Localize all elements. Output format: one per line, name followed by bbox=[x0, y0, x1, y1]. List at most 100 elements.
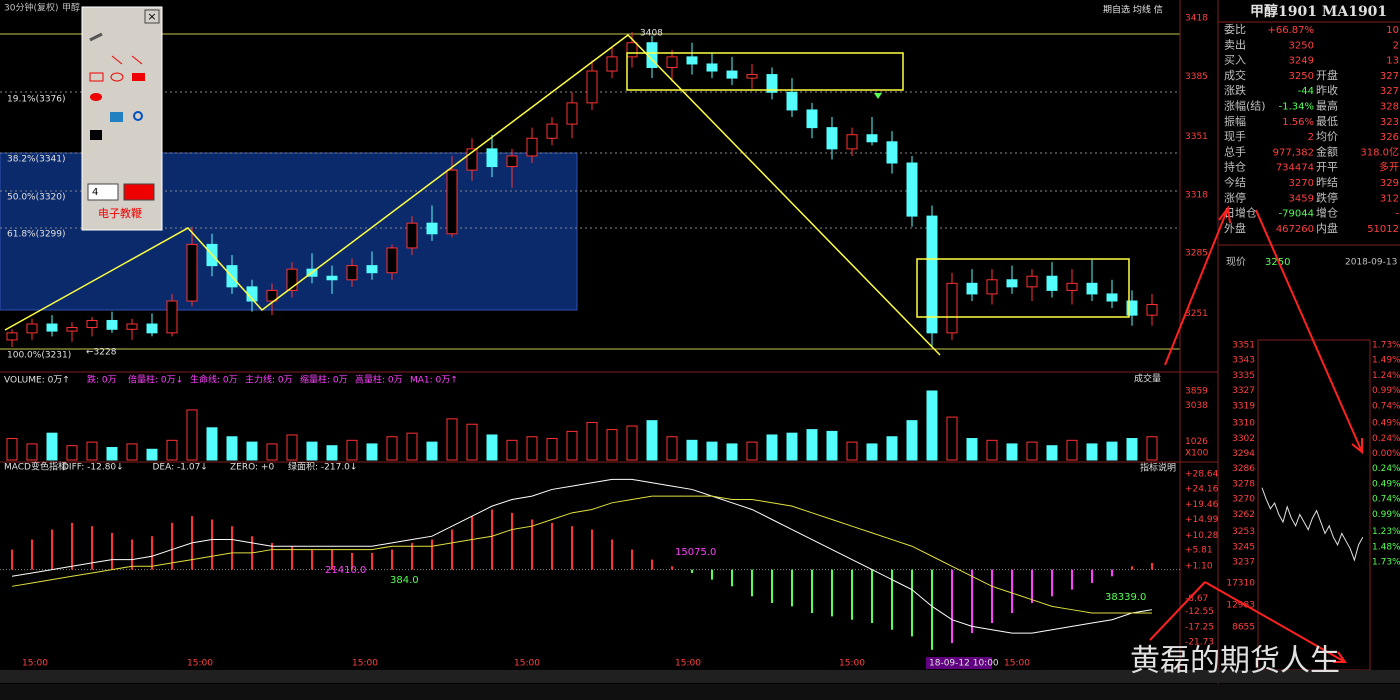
candle-body bbox=[346, 265, 358, 281]
quote-value: 13 bbox=[1386, 56, 1399, 67]
quote-label: 成交 bbox=[1224, 68, 1246, 82]
y2-tick-label: 0.24% bbox=[1372, 464, 1400, 474]
price-value: 3250 bbox=[1265, 257, 1290, 268]
candle-body bbox=[946, 282, 958, 334]
volume-bar bbox=[166, 439, 178, 461]
volume-bar bbox=[746, 441, 758, 461]
candle-body bbox=[466, 148, 478, 171]
volume-bar bbox=[1006, 443, 1018, 461]
quote-label: 开平 bbox=[1316, 161, 1338, 174]
candle-body bbox=[166, 300, 178, 334]
toolbar-label[interactable]: 电子教鞭 bbox=[98, 206, 142, 220]
volume-bar bbox=[886, 436, 898, 461]
width-select[interactable] bbox=[87, 183, 119, 201]
candle-body bbox=[446, 169, 458, 235]
quote-label: 涨停 bbox=[1224, 190, 1246, 204]
top-buttons[interactable]: 期自选 均线 信 bbox=[1103, 4, 1163, 16]
quote-value: 10 bbox=[1386, 25, 1399, 36]
candle-body bbox=[746, 74, 758, 79]
y-tick-label: 3418 bbox=[1185, 13, 1208, 23]
candle-body bbox=[786, 91, 798, 111]
candle-body bbox=[926, 215, 938, 334]
y-tick-label: +14.99 bbox=[1185, 515, 1219, 525]
volume-bar bbox=[626, 425, 638, 461]
volume-bar bbox=[246, 441, 258, 461]
fib-label: 19.1%(3376) bbox=[7, 95, 66, 105]
macd-note: 384.0 bbox=[390, 575, 419, 586]
volume-bar bbox=[1026, 441, 1038, 461]
y2-tick-label: 1.24% bbox=[1372, 371, 1400, 381]
quote-value: 327 bbox=[1380, 86, 1399, 97]
volume-bar bbox=[1086, 443, 1098, 461]
quote-label: 涨跌 bbox=[1224, 83, 1246, 97]
candle-body bbox=[986, 279, 998, 295]
fib-label: 61.8%(3299) bbox=[7, 230, 66, 240]
candle-body bbox=[406, 222, 418, 249]
y-tick-label: 3343 bbox=[1232, 356, 1255, 366]
quote-label: 均价 bbox=[1316, 130, 1338, 143]
quote-label: 买入 bbox=[1224, 54, 1246, 67]
volume-bar bbox=[686, 439, 698, 461]
panel-button[interactable]: 指标说明 bbox=[1140, 462, 1176, 474]
volume-bar bbox=[326, 445, 338, 461]
candle-body bbox=[1106, 293, 1118, 302]
tool-icons[interactable] bbox=[89, 32, 145, 140]
volume-bar bbox=[706, 441, 718, 461]
volume-bar bbox=[666, 436, 678, 461]
color-select[interactable] bbox=[123, 183, 155, 201]
quote-value: 734474 bbox=[1276, 163, 1314, 174]
macd-line bbox=[11, 478, 1153, 634]
candle-body bbox=[706, 63, 718, 72]
y-tick-label: 3310 bbox=[1232, 419, 1255, 429]
quote-label: 卖出 bbox=[1224, 37, 1246, 51]
close-button[interactable] bbox=[144, 9, 160, 24]
panel-button[interactable]: 成交量 bbox=[1134, 373, 1161, 385]
volume-bar bbox=[146, 448, 158, 461]
fib-label: 50.0%(3320) bbox=[7, 193, 66, 203]
quote-value: - bbox=[1395, 209, 1399, 220]
range-box bbox=[916, 258, 1130, 318]
volume-bar bbox=[1126, 438, 1138, 461]
volume-bar bbox=[266, 443, 278, 461]
time-label: 15:00 bbox=[675, 659, 701, 669]
close-icon[interactable]: × bbox=[147, 10, 156, 23]
volume-bar bbox=[406, 432, 418, 461]
quote-value: -1.34% bbox=[1279, 102, 1314, 113]
volume-bar bbox=[826, 430, 838, 461]
period-label: 30分钟(复权) bbox=[4, 2, 58, 14]
candle-body bbox=[86, 319, 98, 329]
candle-body bbox=[1026, 275, 1038, 288]
volume-bar bbox=[926, 390, 938, 461]
volume-bar bbox=[6, 438, 18, 461]
quote-value: 3249 bbox=[1289, 56, 1314, 67]
watermark: 黄磊的期货人生 bbox=[1130, 644, 1340, 679]
y-tick-label: 3286 bbox=[1232, 464, 1255, 474]
candle-body bbox=[766, 74, 778, 93]
quote-value: 3250 bbox=[1289, 71, 1314, 82]
candle-body bbox=[426, 222, 438, 235]
volume-header: 高量柱: 0万 bbox=[355, 374, 403, 386]
y2-tick-label: 0.49% bbox=[1372, 419, 1400, 429]
y2-tick-label: 1.48% bbox=[1372, 542, 1400, 552]
volume-tick-label: 17310 bbox=[1226, 579, 1255, 589]
y-tick-label: +1.10 bbox=[1185, 561, 1213, 571]
volume-bar bbox=[306, 441, 318, 461]
y-tick-label: 3038 bbox=[1185, 401, 1208, 411]
quote-label: 昨结 bbox=[1316, 176, 1338, 189]
candle-body bbox=[566, 102, 578, 125]
y2-tick-label: 0.74% bbox=[1372, 495, 1400, 505]
quote-value: 51012 bbox=[1367, 224, 1399, 235]
macd-line bbox=[11, 495, 1152, 614]
volume-tick-label: 12983 bbox=[1226, 601, 1255, 611]
quote-label: 涨幅(结) bbox=[1224, 100, 1266, 113]
y-tick-label: +5.81 bbox=[1185, 546, 1213, 556]
candle-body bbox=[106, 319, 118, 330]
candle-body bbox=[1146, 304, 1158, 316]
quote-label: 金额 bbox=[1316, 144, 1338, 158]
macd-header: ZERO: +0 bbox=[230, 463, 274, 473]
y-tick-label: -17.25 bbox=[1185, 623, 1214, 633]
volume-bar bbox=[186, 409, 198, 461]
width-value[interactable]: 4 bbox=[92, 187, 98, 198]
intraday-line bbox=[1261, 487, 1364, 562]
